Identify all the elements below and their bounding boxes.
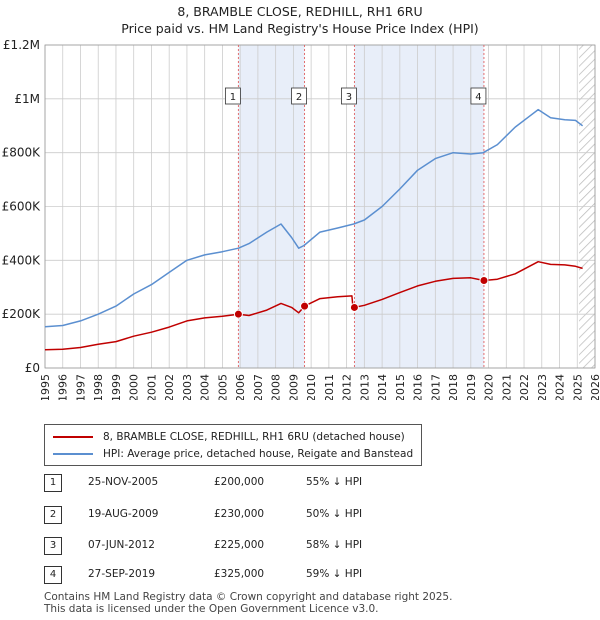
transaction-row: 3 07-JUN-2012 £225,000 58% ↓ HPI — [44, 537, 404, 555]
transaction-number: 1 — [44, 474, 62, 492]
x-tick-label: 2018 — [447, 374, 460, 400]
x-tick-label: 2013 — [358, 374, 371, 400]
sale-number-label: 4 — [475, 92, 481, 103]
legend-label-hpi: HPI: Average price, detached house, Reig… — [103, 448, 414, 460]
transaction-date: 25-NOV-2005 — [88, 476, 159, 488]
sale-point — [349, 302, 359, 312]
sale-number-box — [224, 87, 241, 105]
x-tick-label: 2003 — [181, 374, 194, 400]
sale-point — [479, 276, 489, 286]
legend-item-property: 8, BRAMBLE CLOSE, REDHILL, RH1 6RU (deta… — [53, 429, 405, 445]
footer: Contains HM Land Registry data © Crown c… — [44, 591, 452, 615]
x-tick-label: 2005 — [216, 374, 229, 400]
x-tick-label: 2007 — [252, 374, 265, 400]
sale-number-box — [291, 87, 307, 105]
transaction-number: 2 — [44, 506, 62, 524]
sale-number-label: 3 — [346, 92, 352, 103]
x-tick-label: 1995 — [39, 374, 52, 400]
transaction-row: 2 19-AUG-2009 £230,000 50% ↓ HPI — [44, 506, 404, 524]
transaction-hpi: 55% ↓ HPI — [306, 476, 363, 488]
sale-point — [300, 301, 310, 311]
x-tick-label: 2006 — [234, 374, 247, 400]
y-tick-label: £600K — [2, 200, 42, 214]
legend-swatch-hpi — [53, 453, 93, 455]
x-tick-label: 2021 — [500, 374, 513, 400]
transaction-row: 1 25-NOV-2005 £200,000 55% ↓ HPI — [44, 474, 404, 492]
x-tick-label: 2026 — [589, 374, 600, 400]
x-tick-label: 1997 — [74, 374, 87, 400]
y-tick-label: £1M — [14, 92, 40, 106]
price-chart: £0 £200K £400K £600K £800K £1M £1.2M 1995 1996 19… — [2, 38, 600, 400]
transaction-price: £200,000 — [214, 476, 265, 488]
hpi-series-line — [44, 108, 584, 328]
transaction-price: £225,000 — [214, 539, 265, 551]
x-tick-label: 1999 — [110, 374, 123, 400]
transaction-number: 3 — [44, 537, 62, 555]
footer-copyright: Contains HM Land Registry data © Crown c… — [44, 591, 453, 603]
chart-subtitle: Price paid vs. HM Land Registry's House … — [121, 21, 479, 36]
sale-point — [233, 309, 243, 319]
x-tick-label: 2008 — [270, 374, 283, 400]
transaction-row: 4 27-SEP-2019 £325,000 59% ↓ HPI — [44, 566, 404, 584]
transaction-date: 19-AUG-2009 — [88, 508, 159, 520]
x-tick-label: 2002 — [163, 374, 176, 400]
y-tick-label: £800K — [2, 146, 42, 160]
transaction-date: 27-SEP-2019 — [88, 568, 156, 580]
x-tick-label: 2022 — [518, 374, 531, 400]
legend-label-property: 8, BRAMBLE CLOSE, REDHILL, RH1 6RU (deta… — [103, 431, 405, 443]
x-tick-label: 1998 — [92, 374, 105, 400]
x-tick-label: 2012 — [341, 374, 354, 400]
x-tick-label: 2001 — [145, 374, 158, 400]
legend-item-hpi: HPI: Average price, detached house, Reig… — [53, 446, 413, 462]
transaction-number: 4 — [44, 566, 62, 584]
legend: 8, BRAMBLE CLOSE, REDHILL, RH1 6RU (deta… — [44, 424, 422, 466]
transaction-hpi: 58% ↓ HPI — [306, 539, 363, 551]
sale-number-box — [341, 87, 357, 105]
x-tick-label: 2020 — [483, 374, 496, 400]
x-tick-label: 2017 — [429, 374, 442, 400]
property-series-line — [44, 260, 583, 351]
y-tick-label: £200K — [2, 307, 42, 321]
sale-number-box — [470, 87, 487, 105]
transaction-price: £230,000 — [214, 508, 265, 520]
y-tick-label: £1.2M — [3, 38, 40, 52]
y-tick-label: £400K — [2, 253, 42, 267]
x-tick-label: 2010 — [305, 374, 318, 400]
chart-title: 8, BRAMBLE CLOSE, REDHILL, RH1 6RU — [177, 4, 423, 19]
transaction-price: £325,000 — [214, 568, 265, 580]
x-tick-label: 2023 — [536, 374, 549, 400]
footer-license: This data is licensed under the Open Gov… — [44, 603, 379, 615]
legend-swatch-property — [53, 436, 93, 438]
x-tick-label: 2011 — [323, 374, 336, 400]
transaction-hpi: 50% ↓ HPI — [306, 508, 363, 520]
transaction-date: 07-JUN-2012 — [88, 539, 155, 551]
y-tick-label: £0 — [25, 361, 40, 375]
plot-border — [44, 44, 596, 369]
x-tick-label: 2015 — [394, 374, 407, 400]
x-tick-label: 2016 — [412, 374, 425, 400]
x-tick-label: 1996 — [57, 374, 70, 400]
x-tick-label: 2004 — [199, 374, 212, 400]
transaction-hpi: 59% ↓ HPI — [306, 568, 363, 580]
sale-number-label: 1 — [230, 92, 236, 103]
x-tick-label: 2019 — [465, 374, 478, 400]
x-tick-label: 2014 — [376, 374, 389, 400]
x-tick-label: 2025 — [571, 374, 584, 400]
x-tick-label: 2000 — [128, 374, 141, 400]
x-tick-label: 2009 — [287, 374, 300, 400]
sale-number-label: 2 — [296, 92, 302, 103]
x-tick-label: 2024 — [554, 374, 567, 400]
